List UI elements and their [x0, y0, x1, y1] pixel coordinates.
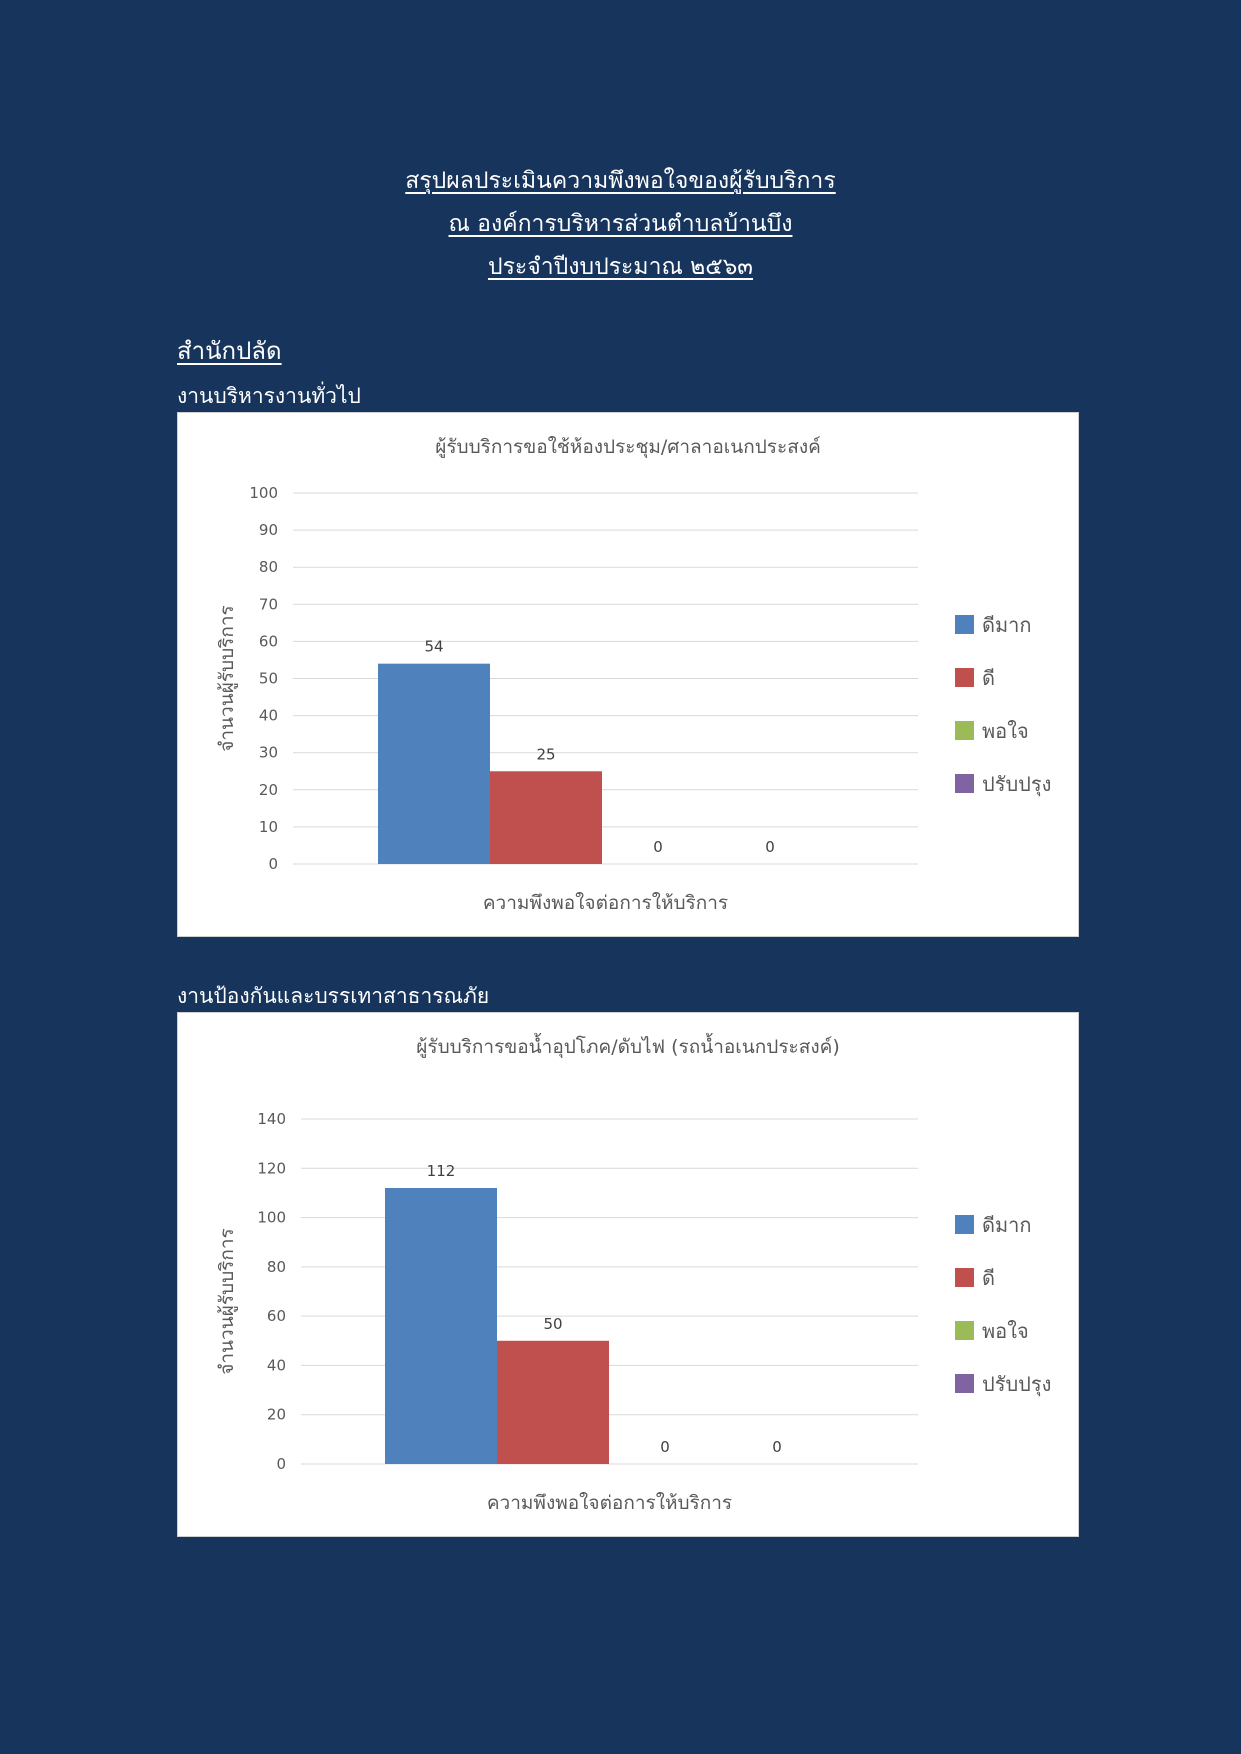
x-axis-title: ความพึงพอใจต่อการให้บริการ	[483, 892, 728, 914]
y-tick-label: 80	[259, 558, 278, 576]
y-axis-title: จำนวนผู้รับบริการ	[216, 605, 238, 752]
legend-swatch	[955, 1321, 974, 1340]
y-tick-label: 50	[259, 670, 278, 688]
y-tick-label: 100	[249, 484, 278, 502]
fiscal-year: ประจำปีงบประมาณ ๒๕๖๓	[487, 254, 754, 280]
legend-swatch	[955, 1268, 974, 1287]
chart-meeting-room: ผู้รับบริการขอใช้ห้องประชุม/ศาลาอเนกประส…	[177, 412, 1079, 937]
legend-swatch	[955, 615, 974, 634]
y-tick-label: 60	[259, 632, 278, 650]
y-tick-label: 70	[259, 595, 278, 613]
organization-name: ณ องค์การบริหารส่วนตำบลบ้านบึง	[448, 211, 793, 237]
legend-label: ดีมาก	[982, 613, 1032, 637]
y-tick-label: 0	[268, 855, 278, 873]
legend-swatch	[955, 1374, 974, 1393]
y-tick-label: 80	[267, 1258, 286, 1276]
data-label: 54	[424, 638, 443, 656]
data-label: 0	[772, 1438, 782, 1456]
data-label: 50	[543, 1315, 562, 1333]
y-tick-label: 20	[267, 1406, 286, 1424]
legend-swatch	[955, 1215, 974, 1234]
bar	[497, 1340, 609, 1464]
y-tick-label: 140	[257, 1110, 286, 1128]
data-label: 0	[765, 838, 775, 856]
chart-meeting-room-svg: ผู้รับบริการขอใช้ห้องประชุม/ศาลาอเนกประส…	[216, 436, 1051, 914]
y-tick-label: 120	[257, 1159, 286, 1177]
legend-label: ปรับปรุง	[982, 1372, 1051, 1397]
chart-water-service: ผู้รับบริการขอน้ำอุปโภค/ดับไฟ (รถน้ำอเนก…	[177, 1012, 1079, 1537]
data-label: 25	[536, 745, 555, 763]
report-header: สรุปผลประเมินความพึงพอใจของผู้รับบริการ …	[0, 160, 1241, 289]
y-axis-title: จำนวนผู้รับบริการ	[216, 1228, 238, 1375]
legend-label: ดี	[982, 666, 995, 690]
legend-swatch	[955, 721, 974, 740]
y-tick-label: 90	[259, 521, 278, 539]
legend-swatch	[955, 668, 974, 687]
legend-label: พอใจ	[982, 1319, 1029, 1343]
legend-label: ดีมาก	[982, 1213, 1032, 1237]
report-title: สรุปผลประเมินความพึงพอใจของผู้รับบริการ	[405, 168, 836, 194]
chart-title: ผู้รับบริการขอน้ำอุปโภค/ดับไฟ (รถน้ำอเนก…	[416, 1033, 840, 1059]
bar	[490, 771, 602, 864]
chart-water-service-svg: ผู้รับบริการขอน้ำอุปโภค/ดับไฟ (รถน้ำอเนก…	[216, 1033, 1051, 1514]
bar	[385, 1188, 497, 1464]
y-tick-label: 40	[259, 707, 278, 725]
legend-label: พอใจ	[982, 719, 1029, 743]
data-label: 0	[660, 1438, 670, 1456]
y-tick-label: 30	[259, 744, 278, 762]
legend-label: ปรับปรุง	[982, 772, 1051, 797]
bar	[378, 663, 490, 864]
sub-title-disaster-prevention: งานป้องกันและบรรเทาสาธารณภัย	[177, 984, 490, 1008]
y-tick-label: 100	[257, 1209, 286, 1227]
sub-title-general-admin: งานบริหารงานทั่วไป	[177, 384, 361, 408]
data-label: 0	[653, 838, 663, 856]
y-tick-label: 10	[259, 818, 278, 836]
data-label: 112	[427, 1162, 456, 1180]
chart-title: ผู้รับบริการขอใช้ห้องประชุม/ศาลาอเนกประส…	[435, 436, 821, 459]
legend-label: ดี	[982, 1266, 995, 1290]
legend-swatch	[955, 774, 974, 793]
section-title: สำนักปลัด	[177, 337, 282, 365]
x-axis-title: ความพึงพอใจต่อการให้บริการ	[487, 1492, 732, 1514]
y-tick-label: 60	[267, 1307, 286, 1325]
y-tick-label: 0	[276, 1455, 286, 1473]
y-tick-label: 40	[267, 1356, 286, 1374]
y-tick-label: 20	[259, 781, 278, 799]
